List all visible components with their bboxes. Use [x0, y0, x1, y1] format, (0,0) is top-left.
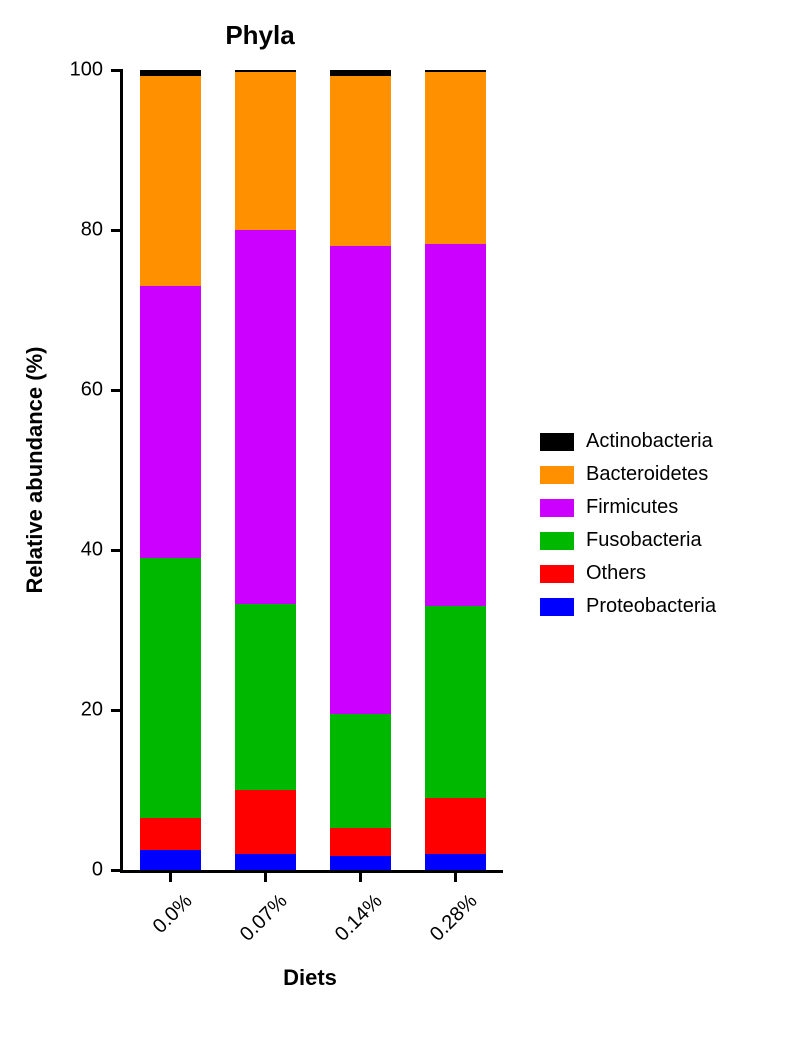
y-tick-label: 60: [81, 379, 103, 402]
bar-segment: [330, 856, 392, 870]
legend-swatch: [540, 532, 574, 550]
bar-segment: [425, 854, 487, 870]
legend-item: Bacteroidetes: [540, 463, 716, 486]
x-tick: [454, 870, 457, 882]
legend-item: Actinobacteria: [540, 430, 716, 453]
bar-segment: [140, 286, 202, 558]
x-tick-label: 0.28%: [409, 890, 482, 963]
bar-segment: [330, 246, 392, 714]
bar-segment: [425, 70, 487, 72]
bar-segment: [140, 818, 202, 850]
legend-swatch: [540, 433, 574, 451]
y-tick: [111, 229, 123, 232]
bar-segment: [235, 72, 297, 230]
y-tick-label: 40: [81, 539, 103, 562]
x-tick: [264, 870, 267, 882]
legend-label: Proteobacteria: [586, 595, 716, 618]
y-tick: [111, 69, 123, 72]
bar-segment: [140, 70, 202, 76]
y-tick: [111, 709, 123, 712]
bar-segment: [235, 790, 297, 854]
bar-segment: [140, 76, 202, 286]
legend-item: Firmicutes: [540, 496, 716, 519]
y-tick-label: 0: [92, 859, 103, 882]
phyla-stacked-bar-chart: Phyla Relative abundance (%) 02040608010…: [0, 0, 788, 1042]
y-tick-label: 20: [81, 699, 103, 722]
legend-swatch: [540, 598, 574, 616]
legend-item: Fusobacteria: [540, 529, 716, 552]
x-tick-label: 0.07%: [219, 890, 292, 963]
legend-label: Actinobacteria: [586, 430, 713, 453]
bar-segment: [425, 798, 487, 854]
legend-label: Fusobacteria: [586, 529, 702, 552]
x-axis-title: Diets: [120, 965, 500, 991]
bar-segment: [235, 854, 297, 870]
y-tick-label: 100: [70, 59, 103, 82]
bar-segment: [235, 604, 297, 790]
legend-label: Bacteroidetes: [586, 463, 708, 486]
legend-label: Others: [586, 562, 646, 585]
bar-segment: [330, 714, 392, 828]
legend-swatch: [540, 499, 574, 517]
bar-segment: [425, 72, 487, 245]
x-tick: [359, 870, 362, 882]
x-tick: [169, 870, 172, 882]
legend-swatch: [540, 466, 574, 484]
x-tick-label: 0.14%: [314, 890, 387, 963]
bar-segment: [140, 558, 202, 818]
y-tick: [111, 869, 123, 872]
y-tick: [111, 549, 123, 552]
y-tick: [111, 389, 123, 392]
plot-area: 0204060801000.0%0.07%0.14%0.28%: [120, 70, 503, 873]
legend: Actinobacteria Bacteroidetes Firmicutes Fus…: [540, 430, 716, 628]
legend-swatch: [540, 565, 574, 583]
chart-title: Phyla: [0, 20, 520, 51]
legend-item: Proteobacteria: [540, 595, 716, 618]
bar-segment: [235, 230, 297, 604]
bar-segment: [425, 244, 487, 606]
legend-label: Firmicutes: [586, 496, 678, 519]
bar-segment: [140, 850, 202, 870]
legend-item: Others: [540, 562, 716, 585]
bar-segment: [330, 70, 392, 76]
y-tick-label: 80: [81, 219, 103, 242]
bar-segment: [235, 70, 297, 72]
bar-segment: [330, 828, 392, 857]
y-axis-title: Relative abundance (%): [22, 347, 48, 594]
bar-segment: [425, 606, 487, 798]
x-tick-label: 0.0%: [124, 890, 197, 963]
bar-segment: [330, 76, 392, 246]
